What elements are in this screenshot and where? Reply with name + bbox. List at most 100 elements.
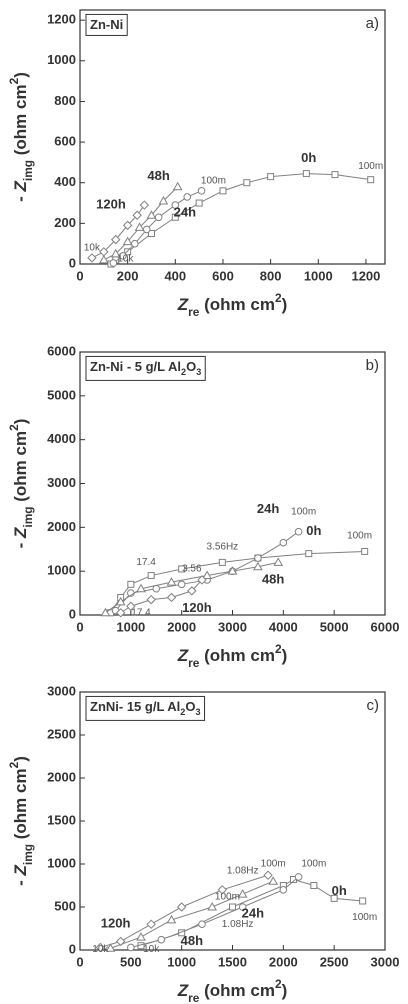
series-line (105, 561, 279, 614)
marker (111, 234, 121, 245)
marker (115, 608, 126, 618)
label-part: (ohm cm (11, 431, 30, 507)
y-tick-label: 6000 (47, 343, 76, 358)
label-part: 2 (275, 291, 282, 305)
label-part: (ohm cm (11, 768, 30, 844)
annotation: 100m (291, 507, 316, 518)
marker (267, 173, 275, 181)
marker (166, 914, 177, 924)
label-part: Z (177, 646, 189, 665)
y-tick-label: 3000 (47, 683, 76, 698)
marker (166, 577, 177, 586)
marker (197, 187, 206, 195)
box-frame (85, 13, 128, 36)
annotation: 3.56Hz (206, 542, 238, 553)
label-part: img (21, 844, 35, 865)
marker (171, 213, 179, 221)
marker (310, 882, 318, 889)
marker (359, 897, 367, 905)
marker (238, 903, 247, 911)
label-part: (ohm cm (199, 295, 275, 314)
label-part: 2 (7, 77, 21, 84)
y-tick-label: 600 (54, 134, 76, 149)
label-part: O (185, 699, 195, 714)
x-tick-label: 0 (76, 954, 83, 969)
label-part: Zn-Ni - 5 g/L Al (90, 359, 181, 374)
y-tick-label: 0 (69, 941, 76, 956)
marker (136, 932, 146, 941)
annotation: 100m (215, 891, 240, 902)
x-tick-label: 2000 (269, 954, 298, 969)
label-part: ) (11, 419, 30, 425)
y-tick-label: 0 (69, 255, 76, 270)
series-label: 120h (96, 197, 126, 212)
marker (263, 870, 273, 880)
marker (330, 894, 338, 902)
label-part: Z (11, 527, 30, 539)
x-tick-label: 4000 (269, 619, 298, 634)
y-tick-label: 4000 (47, 431, 76, 446)
series-label: 24h (257, 501, 279, 516)
y-tick-label: 1000 (47, 52, 76, 67)
marker (134, 222, 145, 231)
label-part: - (11, 192, 30, 202)
marker (127, 580, 135, 588)
series-label: 24h (174, 205, 196, 220)
y-tick-label: 5000 (47, 387, 76, 402)
y-tick-label: 1200 (47, 12, 76, 27)
label-part: img (21, 160, 35, 181)
marker (187, 586, 197, 596)
annotation: 3.56 (182, 564, 202, 575)
x-axis-label: Zre (ohm cm2) (177, 977, 288, 1004)
label-part: Z (177, 981, 189, 1000)
marker (154, 213, 163, 222)
label-part: ) (282, 646, 288, 665)
annotation: 100m (352, 912, 377, 923)
label-part: (ohm cm (199, 646, 275, 665)
label-part: Zn-Ni (90, 17, 123, 32)
label-part: - (11, 538, 30, 548)
label-part: ) (11, 756, 30, 762)
marker (147, 230, 155, 238)
x-tick-label: 0 (76, 268, 83, 283)
y-tick-label: 800 (54, 93, 76, 108)
label-part: ZnNi- 15 g/L Al (90, 699, 180, 714)
x-tick-label: 3000 (371, 954, 400, 969)
x-tick-label: 3000 (218, 619, 247, 634)
label-part: re (188, 305, 200, 319)
marker (243, 179, 251, 187)
label-part: 3 (195, 707, 200, 717)
marker (279, 538, 288, 547)
series-line (110, 880, 274, 949)
marker (254, 554, 262, 562)
x-tick-label: 1000 (304, 268, 333, 283)
marker (183, 193, 192, 201)
marker (87, 253, 97, 263)
marker (176, 902, 187, 912)
x-tick-label: 5000 (320, 619, 349, 634)
marker (202, 570, 212, 580)
series-label: 120h (101, 916, 131, 931)
series-label: 120h (182, 600, 212, 615)
marker (98, 254, 109, 264)
box-label: ZnNi- 15 g/L Al2O3 (90, 699, 201, 717)
marker (109, 259, 118, 267)
marker (171, 201, 180, 209)
x-tick-label: 1500 (218, 954, 247, 969)
marker (219, 187, 227, 195)
x-tick-label: 2500 (320, 954, 349, 969)
y-tick-label: 1000 (47, 563, 76, 578)
y-tick-label: 400 (54, 174, 76, 189)
series-label: 48h (147, 168, 169, 183)
series-label: 48h (181, 933, 203, 948)
marker (237, 889, 248, 898)
annotation: 17.4 (136, 557, 156, 568)
marker (115, 936, 126, 947)
y-tick-label: 2500 (47, 726, 76, 741)
marker (146, 210, 157, 219)
label-part: 2 (180, 707, 185, 717)
x-tick-label: 800 (260, 268, 282, 283)
annotation: 100m (347, 531, 372, 542)
series-label: 0h (332, 883, 347, 898)
box-label: Zn-Ni - 5 g/L Al2O3 (90, 359, 201, 377)
